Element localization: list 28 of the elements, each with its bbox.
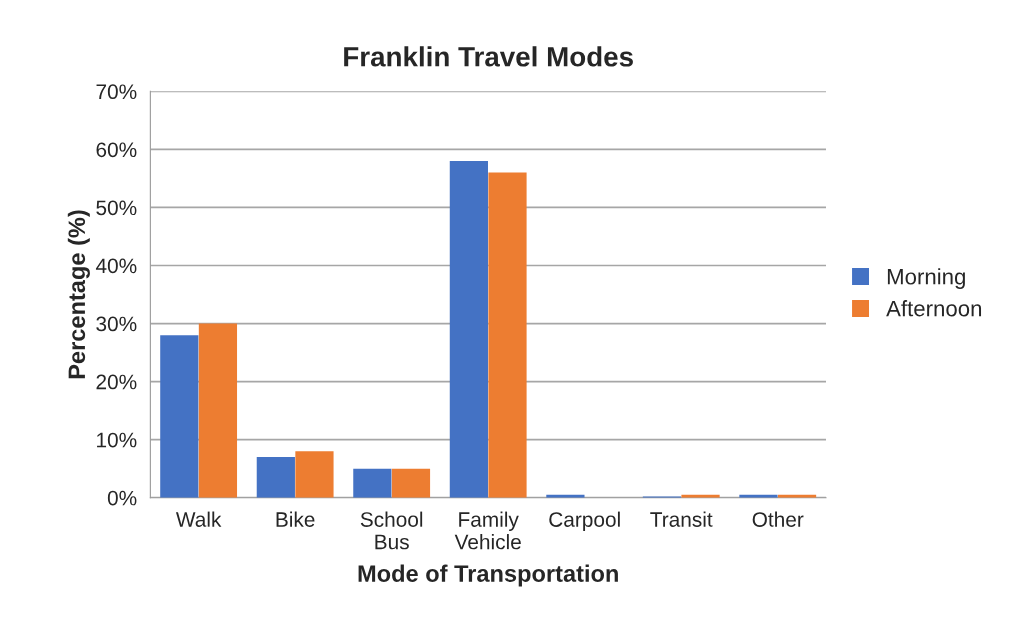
bar [488, 172, 527, 498]
y-tick-label: 40% [95, 258, 137, 274]
y-tick-label: 20% [96, 374, 137, 390]
bar [160, 335, 199, 498]
x-tick-label: Bike [276, 511, 315, 527]
y-axis-title: Percentage (%) [67, 210, 90, 379]
y-tick-label: 30% [96, 316, 137, 332]
bar [449, 161, 488, 498]
x-tick-label: School Bus [360, 511, 423, 550]
y-tick-label: 70% [96, 84, 137, 100]
legend-label: Afternoon [886, 300, 982, 317]
x-tick-label: Walk [175, 511, 222, 527]
legend-label: Morning [887, 268, 965, 289]
bar [256, 457, 295, 498]
x-tick-label: Other [752, 511, 804, 527]
y-tick-label: 0% [107, 490, 137, 506]
x-tick-label: Transit [650, 511, 713, 527]
x-tick-label: Family Vehicle [454, 511, 521, 550]
bar [198, 323, 238, 498]
chart-title: Franklin Travel Modes [344, 46, 633, 67]
bar [391, 468, 431, 498]
bar [295, 451, 334, 498]
y-tick-label: 10% [97, 432, 137, 448]
x-axis-title: Mode of Transportation [358, 564, 618, 587]
y-tick-label: 60% [96, 142, 137, 158]
y-tick-label: 50% [96, 200, 137, 216]
x-tick-label: Carpool [549, 511, 620, 532]
bar [353, 468, 392, 498]
